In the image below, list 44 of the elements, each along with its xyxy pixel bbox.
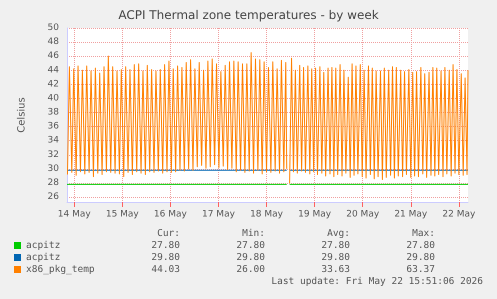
- x-tick-label: 14 May: [58, 210, 92, 220]
- y-tick-label: 48: [48, 37, 60, 48]
- text: Last update: Fri May 22 15:51:06 2026: [271, 276, 483, 287]
- chart-title: ACPI Thermal zone temperatures - by week: [118, 8, 379, 22]
- y-tick-label: 38: [48, 108, 60, 118]
- x-tick-label: 21 May: [394, 210, 428, 220]
- y-tick-label: 50: [48, 23, 60, 33]
- x-tick-label: 22 May: [442, 210, 476, 220]
- text: 27.80: [235, 240, 265, 251]
- y-tick-label: 30: [48, 164, 60, 174]
- x-tick-label: 20 May: [346, 210, 380, 220]
- text: 27.80: [405, 240, 435, 251]
- text: 33.63: [320, 264, 350, 275]
- y-tick-label: 34: [48, 136, 60, 146]
- y-tick-label: 42: [48, 79, 59, 90]
- legend-label: acpitz: [26, 240, 60, 251]
- text: 27.80: [320, 240, 350, 251]
- y-tick-label: 46: [48, 51, 60, 62]
- legend-label: x86_pkg_temp: [26, 264, 95, 275]
- text: 29.80: [405, 252, 435, 263]
- text: Max:: [411, 228, 435, 239]
- text: 27.80: [150, 240, 180, 251]
- text: 44.03: [150, 264, 180, 275]
- text: 29.80: [235, 252, 265, 263]
- x-tick-label: 17 May: [202, 210, 236, 220]
- text: 63.37: [405, 264, 435, 275]
- y-tick-label: 36: [48, 122, 60, 132]
- y-tick-label: 26: [48, 192, 60, 202]
- y-tick-label: 40: [48, 93, 60, 104]
- x-tick-label: 19 May: [298, 210, 332, 220]
- text: Cur:: [156, 228, 180, 239]
- text: Min:: [241, 228, 265, 239]
- text: 26.00: [235, 264, 265, 275]
- y-tick-label: 44: [48, 65, 60, 76]
- text: 29.80: [150, 252, 180, 263]
- y-axis-title: Celsius: [16, 97, 28, 133]
- y-tick-label: 32: [48, 150, 59, 160]
- x-tick-label: 15 May: [106, 210, 140, 220]
- x-tick-label: 16 May: [154, 210, 188, 220]
- text: Avg:: [326, 228, 350, 239]
- x-tick-label: 18 May: [250, 210, 284, 220]
- text: 29.80: [320, 252, 350, 263]
- legend-label: acpitz: [26, 252, 60, 263]
- y-tick-label: 28: [48, 178, 60, 188]
